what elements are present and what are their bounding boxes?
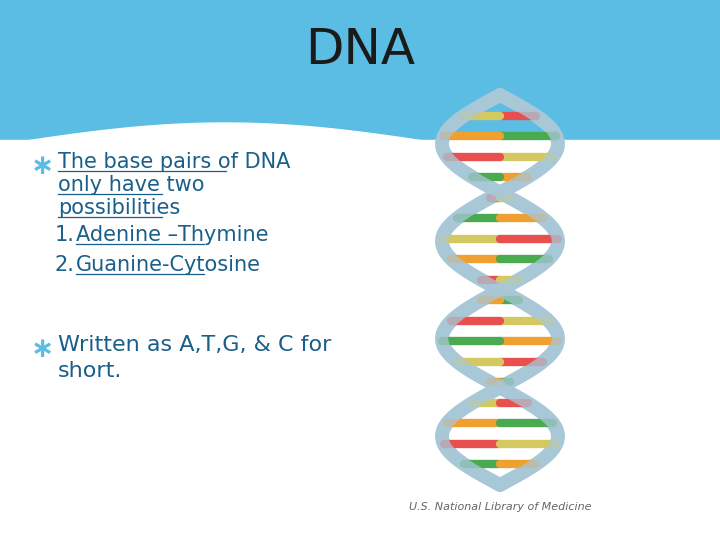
Text: ∗: ∗ [30,335,53,363]
Text: Guanine-Cytosine: Guanine-Cytosine [76,255,261,275]
Text: 2.: 2. [55,255,75,275]
Text: Written as A,T,G, & C for: Written as A,T,G, & C for [58,335,331,355]
Text: ∗: ∗ [30,152,53,180]
Text: 1.: 1. [55,225,75,245]
Text: The base pairs of DNA: The base pairs of DNA [58,152,290,172]
Text: short.: short. [58,361,122,381]
Text: possibilities: possibilities [58,198,180,218]
Text: Adenine –Thymine: Adenine –Thymine [76,225,269,245]
Text: U.S. National Library of Medicine: U.S. National Library of Medicine [409,502,591,512]
Text: DNA: DNA [305,26,415,74]
Text: only have two: only have two [58,175,204,195]
